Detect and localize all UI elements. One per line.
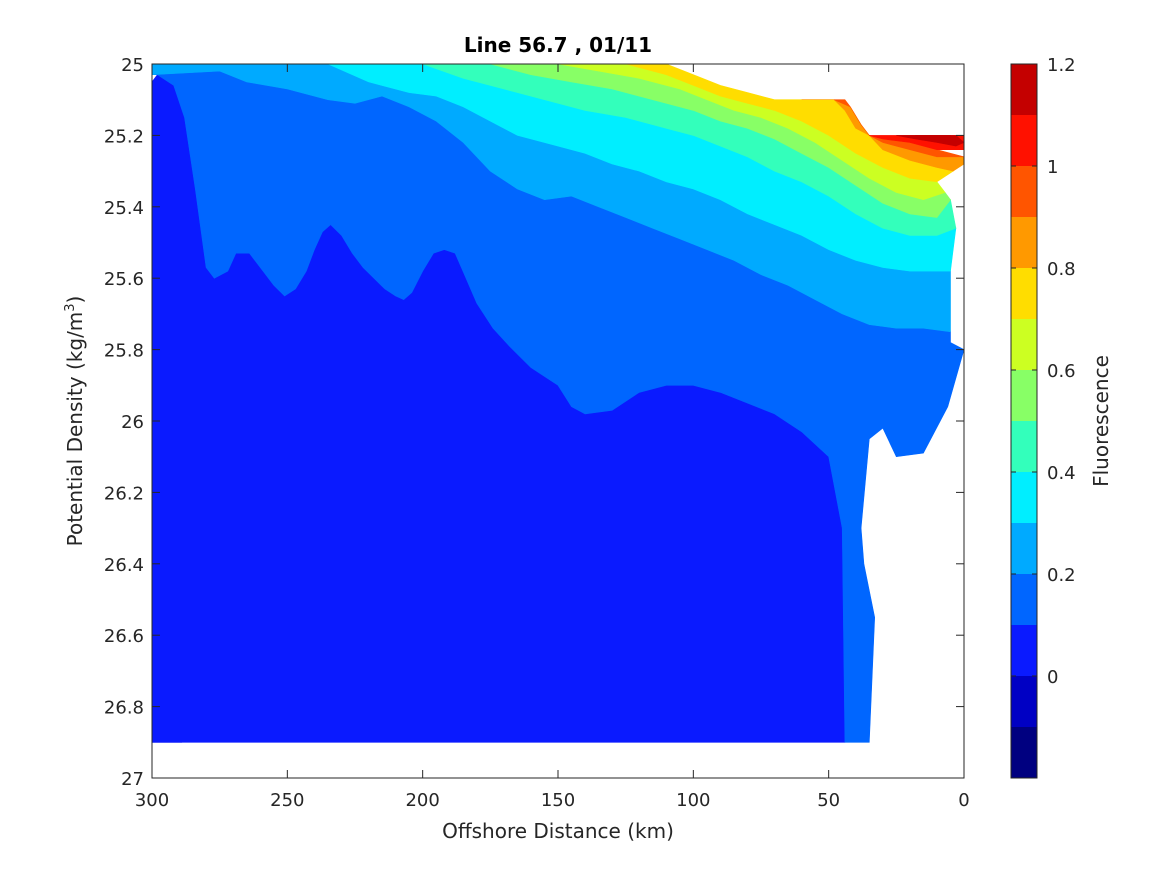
x-tick-label: 200 xyxy=(405,790,439,811)
colorbar-tick-label: 0.4 xyxy=(1047,463,1076,484)
colorbar-swatch xyxy=(1011,727,1037,778)
colorbar-label: Fluorescence xyxy=(1089,355,1113,487)
colorbar-swatch xyxy=(1011,574,1037,625)
colorbar-swatch xyxy=(1011,64,1037,115)
colorbar-tick-label: 1 xyxy=(1047,157,1058,178)
y-tick-label: 25.4 xyxy=(104,198,144,219)
y-axis-ticks: 25 25.2 25.4 25.6 25.8 26 26.2 26.4 26.6 26.8 27 xyxy=(104,55,964,790)
chart-title: Line 56.7 , 01/11 xyxy=(464,33,652,57)
colorbar-tick-label: 1.2 xyxy=(1047,55,1076,76)
x-tick-label: 0 xyxy=(958,790,969,811)
y-axis-label-close: ) xyxy=(63,296,87,304)
y-axis-label-superscript: 3 xyxy=(63,303,78,311)
colorbar-label-group: Fluorescence xyxy=(1089,355,1113,487)
x-tick-label: 50 xyxy=(817,790,840,811)
x-tick-label: 250 xyxy=(270,790,304,811)
colorbar-swatch xyxy=(1011,268,1037,319)
colorbar-frame xyxy=(1010,63,1038,779)
contour-fill-regions xyxy=(152,64,964,743)
x-axis-label: Offshore Distance (km) xyxy=(442,819,674,843)
y-tick-label: 25.8 xyxy=(104,341,144,362)
y-tick-label: 26 xyxy=(121,412,144,433)
contour-region-level-1_2 xyxy=(915,135,957,140)
y-tick-label: 25.6 xyxy=(104,269,144,290)
colorbar-swatch xyxy=(1011,676,1037,727)
y-axis-label: Potential Density (kg/m3) xyxy=(63,296,87,547)
colorbar-tick-label: 0 xyxy=(1047,667,1058,688)
colorbar-tick-label: 0.8 xyxy=(1047,259,1076,280)
colorbar-tick-label: 0.6 xyxy=(1047,361,1076,382)
colorbar-swatch xyxy=(1011,319,1037,370)
x-tick-label: 100 xyxy=(676,790,710,811)
y-axis-label-main: Potential Density (kg/m xyxy=(63,312,87,547)
colorbar-swatch xyxy=(1011,472,1037,523)
contour-region-level-0_9 xyxy=(833,99,964,158)
y-tick-label: 26.6 xyxy=(104,626,144,647)
y-tick-label: 26.2 xyxy=(104,483,144,504)
colorbar-swatch xyxy=(1011,217,1037,268)
colorbar-swatch xyxy=(1011,166,1037,217)
colorbar-swatch xyxy=(1011,625,1037,676)
y-tick-label: 27 xyxy=(121,769,144,790)
colorbar-swatch xyxy=(1011,421,1037,472)
y-axis-label-group: Potential Density (kg/m3) xyxy=(63,296,87,547)
plot-area xyxy=(152,64,964,743)
y-tick-label: 25 xyxy=(121,55,144,76)
y-tick-label: 26.4 xyxy=(104,555,144,576)
x-tick-label: 300 xyxy=(135,790,169,811)
x-axis-ticks: 300 250 200 150 100 50 0 xyxy=(135,64,970,811)
colorbar-swatch xyxy=(1011,523,1037,574)
x-tick-label: 150 xyxy=(541,790,575,811)
colorbar-tick-label: 0.2 xyxy=(1047,565,1076,586)
colorbar-swatch xyxy=(1011,370,1037,421)
y-tick-label: 26.8 xyxy=(104,698,144,719)
y-tick-label: 25.2 xyxy=(104,126,144,147)
colorbar xyxy=(1011,64,1037,778)
colorbar-ticks: 0 0.2 0.4 0.6 0.8 1 1.2 xyxy=(1011,55,1076,688)
colorbar-swatch xyxy=(1011,115,1037,166)
